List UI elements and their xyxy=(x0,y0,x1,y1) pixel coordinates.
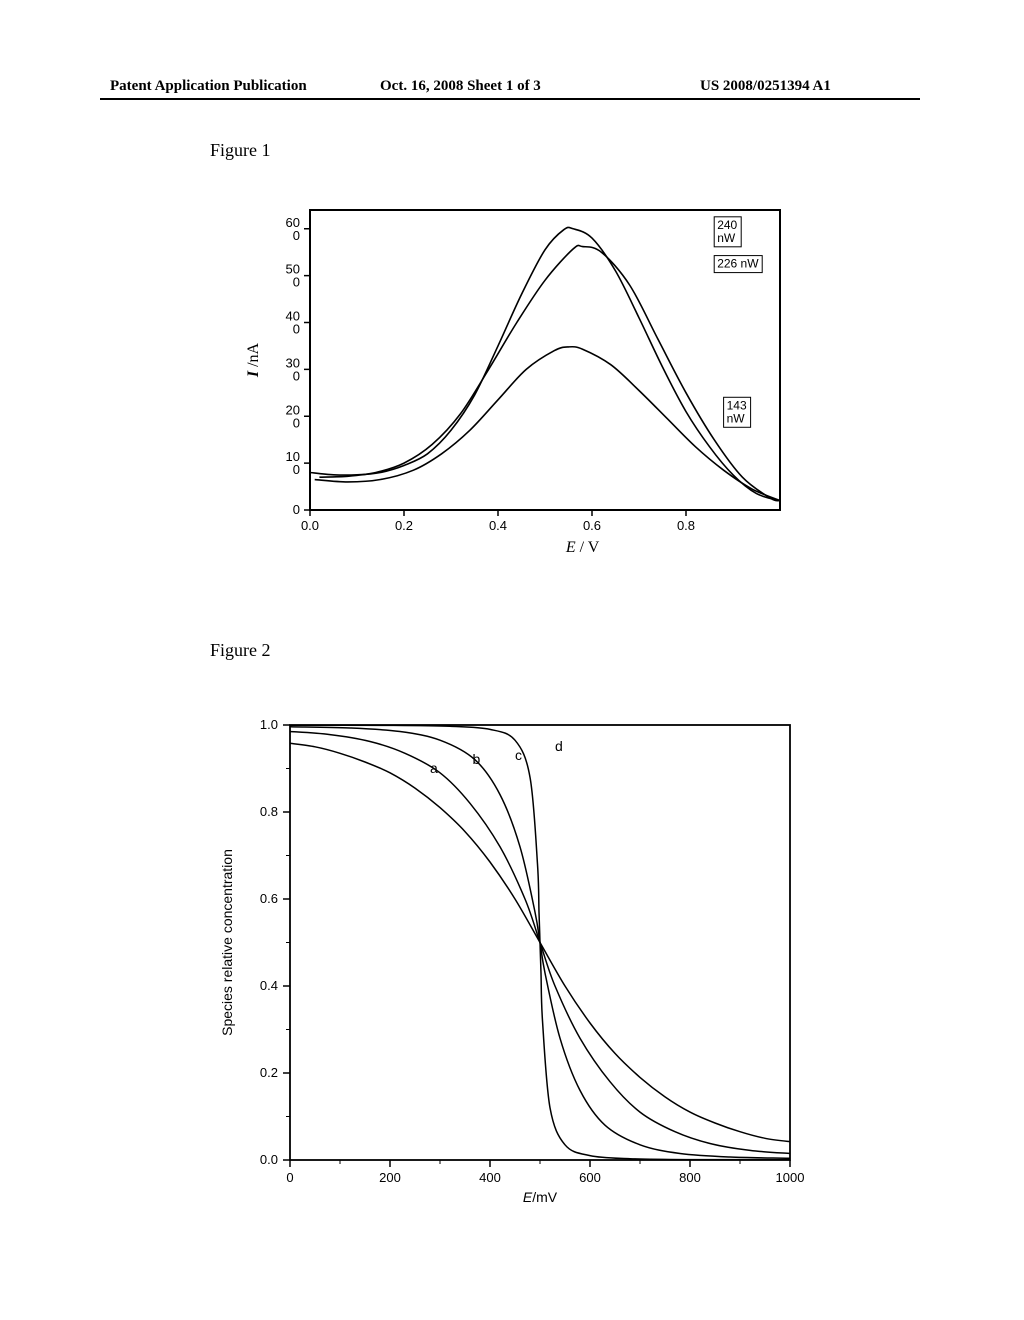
svg-text:Species relative concentration: Species relative concentration xyxy=(219,849,235,1036)
figure-2-svg: 0 200 400 600 800 1000 0.0 0.2 0.4 0.6 0.8 1.0 Speci… xyxy=(210,710,810,1210)
svg-text:0.2: 0.2 xyxy=(260,1065,278,1080)
patent-page: Patent Application Publication Oct. 16, … xyxy=(0,0,1024,1320)
svg-text:226 nW: 226 nW xyxy=(717,257,759,271)
svg-text:0: 0 xyxy=(293,462,300,477)
figure-2-chart: 0 200 400 600 800 1000 0.0 0.2 0.4 0.6 0.8 1.0 Speci… xyxy=(210,710,810,1210)
svg-text:0.6: 0.6 xyxy=(583,518,601,533)
svg-text:0: 0 xyxy=(293,415,300,430)
header-rule xyxy=(100,98,920,100)
svg-text:d: d xyxy=(555,738,563,754)
svg-text:0: 0 xyxy=(293,368,300,383)
svg-text:b: b xyxy=(473,751,481,767)
svg-text:E/mV: E/mV xyxy=(523,1189,558,1205)
svg-text:0.6: 0.6 xyxy=(260,891,278,906)
figure-1-svg: 0.00.20.40.60.80100200300400500600I /nAE… xyxy=(240,200,800,560)
header-right: US 2008/0251394 A1 xyxy=(700,78,831,95)
svg-text:nW: nW xyxy=(717,231,736,245)
svg-text:240: 240 xyxy=(717,218,737,232)
svg-text:0.2: 0.2 xyxy=(395,518,413,533)
svg-text:0.8: 0.8 xyxy=(260,804,278,819)
svg-text:800: 800 xyxy=(679,1170,701,1185)
svg-text:1.0: 1.0 xyxy=(260,717,278,732)
svg-text:I /nA: I /nA xyxy=(245,342,262,378)
figure-1-label: Figure 1 xyxy=(210,140,271,161)
svg-text:200: 200 xyxy=(379,1170,401,1185)
svg-text:0.4: 0.4 xyxy=(260,978,278,993)
svg-text:0: 0 xyxy=(293,502,300,517)
svg-text:c: c xyxy=(515,747,522,763)
svg-text:0.4: 0.4 xyxy=(489,518,507,533)
svg-text:a: a xyxy=(430,760,438,776)
svg-text:0: 0 xyxy=(286,1170,293,1185)
svg-text:0.0: 0.0 xyxy=(260,1152,278,1167)
svg-text:0: 0 xyxy=(293,275,300,290)
figure-1-chart: 0.00.20.40.60.80100200300400500600I /nAE… xyxy=(240,200,800,560)
svg-text:600: 600 xyxy=(579,1170,601,1185)
header-mid: Oct. 16, 2008 Sheet 1 of 3 xyxy=(380,78,541,95)
svg-text:0.8: 0.8 xyxy=(677,518,695,533)
svg-text:400: 400 xyxy=(479,1170,501,1185)
svg-text:0.0: 0.0 xyxy=(301,518,319,533)
svg-text:nW: nW xyxy=(727,411,746,425)
svg-text:1000: 1000 xyxy=(776,1170,805,1185)
header-left: Patent Application Publication xyxy=(110,78,307,95)
svg-text:143: 143 xyxy=(727,398,747,412)
svg-text:0: 0 xyxy=(293,228,300,243)
svg-text:0: 0 xyxy=(293,322,300,337)
figure-2-label: Figure 2 xyxy=(210,640,271,661)
svg-text:E / V: E / V xyxy=(565,539,600,556)
